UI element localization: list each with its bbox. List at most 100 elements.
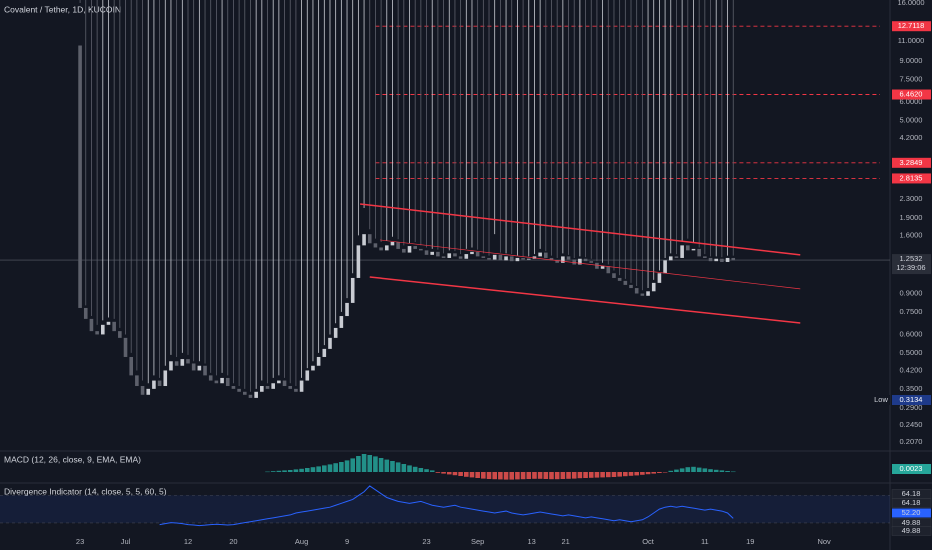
macd-bar [725, 471, 730, 472]
candle-body [458, 256, 463, 259]
candle-body [674, 256, 679, 258]
candle-body [333, 327, 338, 338]
indicator-value-box [891, 498, 932, 508]
y-tick-label: 6.0000 [900, 97, 923, 106]
candle-body [447, 253, 452, 258]
candle-body [129, 356, 133, 376]
candle-body [430, 251, 435, 255]
candle-body [561, 256, 565, 263]
macd-bar [577, 472, 583, 479]
x-tick-label: Nov [817, 537, 831, 546]
x-tick-label: Aug [295, 537, 308, 546]
candle-body [589, 261, 594, 263]
macd-bar [696, 467, 702, 472]
candle-body [509, 256, 514, 262]
macd-bar [492, 472, 497, 480]
macd-bar [344, 460, 350, 472]
macd-bar [293, 469, 299, 472]
low-value-box [892, 395, 931, 406]
macd-bar [520, 472, 526, 480]
macd-bar [446, 472, 452, 475]
candle-body [538, 252, 542, 257]
macd-bar [435, 472, 441, 473]
candle-body [464, 254, 469, 259]
indicator-value-label: 49.88 [902, 526, 921, 535]
macd-bar [611, 472, 617, 477]
macd-bar [560, 472, 566, 479]
macd-bar [640, 472, 645, 475]
macd-bar [282, 470, 287, 472]
candle-body [634, 288, 639, 294]
macd-bar [730, 471, 736, 473]
level-band [0, 495, 890, 523]
macd-bar [685, 467, 691, 472]
candle-body [260, 386, 264, 392]
candle-body [356, 245, 361, 278]
y-tick-label: 0.4200 [900, 365, 923, 374]
macd-value-label: 0.0023 [900, 464, 923, 473]
candle-body [691, 248, 696, 251]
macd-bar [713, 469, 719, 472]
y-tick-label: 0.5000 [900, 348, 923, 357]
candle-body [152, 380, 156, 389]
level-label-box [892, 21, 931, 32]
y-tick-label: 1.9000 [900, 213, 923, 222]
candle-body [623, 280, 628, 285]
candle-body [282, 380, 287, 387]
candle-body [305, 370, 310, 381]
candle-body [646, 291, 650, 296]
macd-bar [452, 472, 458, 476]
candle-body [186, 359, 190, 364]
indicator-value-box [891, 526, 932, 536]
candle-body [441, 256, 446, 258]
macd-bar [373, 456, 378, 472]
candle-body [180, 359, 185, 366]
candle-body [384, 245, 389, 251]
macd-bar [668, 470, 674, 472]
macd-bar [657, 472, 662, 473]
candle-body [481, 256, 486, 258]
indicator-value-box [892, 508, 931, 518]
candle-body [390, 241, 395, 246]
low-tag: Low [874, 395, 888, 404]
indicator-line [159, 485, 734, 527]
macd-bar [532, 472, 537, 479]
macd-bar [588, 472, 594, 478]
macd-bar [708, 469, 713, 472]
macd-bar [554, 472, 560, 480]
candle-body [294, 388, 298, 392]
macd-bar [662, 472, 668, 473]
candle-body [299, 380, 304, 392]
x-tick-label: Oct [642, 537, 655, 546]
macd-title: MACD (12, 26, close, 9, EMA, EMA) [4, 454, 141, 464]
candle-body [663, 260, 667, 274]
macd-bar [356, 456, 361, 472]
x-tick-label: 9 [345, 537, 349, 546]
level-label-box [892, 89, 931, 100]
low-tag-box [872, 395, 890, 406]
macd-bar [537, 472, 543, 479]
macd-bar [463, 472, 469, 477]
candle-body [436, 251, 440, 257]
candle-body [288, 386, 293, 389]
candle-body [379, 247, 383, 251]
candle-body [680, 245, 684, 258]
candle-body [157, 380, 162, 387]
candle-body [555, 260, 559, 263]
macd-bar [316, 466, 321, 472]
level-label: 2.8135 [900, 173, 923, 182]
y-tick-label: 0.7500 [900, 307, 923, 316]
candle-body [277, 380, 281, 384]
macd-bar [719, 470, 725, 472]
macd-bar [361, 454, 367, 472]
candle-body [339, 316, 344, 328]
candle-body [532, 256, 537, 259]
x-tick-label: 23 [76, 537, 84, 546]
candle-body [123, 337, 128, 357]
macd-bar [526, 472, 532, 479]
candle-body [413, 246, 417, 249]
candle-body [657, 273, 662, 283]
candle-body [225, 377, 230, 387]
candle-body [720, 258, 724, 262]
candle-body [214, 380, 219, 384]
